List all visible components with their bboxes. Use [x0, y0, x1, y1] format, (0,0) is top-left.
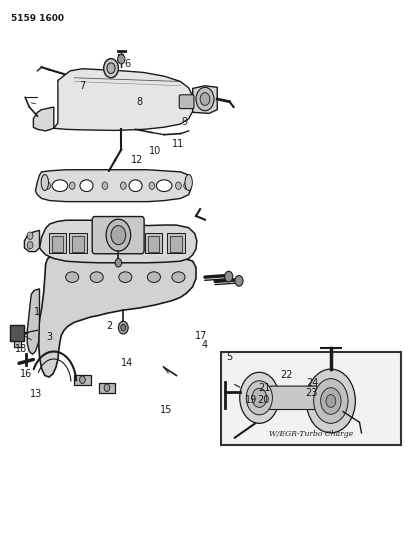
Circle shape — [183, 182, 189, 189]
Text: 5: 5 — [226, 352, 232, 362]
Ellipse shape — [90, 272, 103, 282]
Circle shape — [196, 87, 213, 111]
Polygon shape — [27, 289, 39, 354]
Circle shape — [239, 372, 278, 423]
FancyBboxPatch shape — [179, 95, 193, 109]
Text: 8: 8 — [136, 96, 142, 107]
Text: 7: 7 — [79, 81, 85, 91]
Text: 1: 1 — [34, 306, 40, 317]
Circle shape — [306, 369, 355, 433]
Text: 16: 16 — [20, 369, 32, 379]
Ellipse shape — [41, 174, 48, 190]
Bar — [147, 236, 159, 252]
Circle shape — [79, 376, 85, 383]
Circle shape — [246, 381, 272, 415]
Bar — [10, 325, 24, 341]
Text: 17: 17 — [194, 330, 207, 341]
Bar — [99, 383, 115, 393]
Bar — [69, 233, 86, 253]
Circle shape — [45, 182, 50, 189]
Circle shape — [252, 388, 266, 407]
Ellipse shape — [171, 272, 184, 282]
Circle shape — [107, 63, 115, 74]
Text: 21: 21 — [257, 383, 270, 393]
Bar — [14, 334, 21, 348]
Bar — [49, 233, 66, 253]
Bar — [220, 352, 400, 445]
Circle shape — [106, 219, 130, 251]
Ellipse shape — [156, 180, 171, 191]
Text: 24: 24 — [305, 378, 317, 389]
Circle shape — [224, 271, 232, 282]
Text: 3: 3 — [46, 332, 52, 342]
Bar — [170, 236, 181, 252]
Ellipse shape — [65, 272, 79, 282]
Bar — [74, 375, 90, 385]
Polygon shape — [24, 230, 39, 252]
Circle shape — [325, 394, 335, 407]
Circle shape — [234, 276, 243, 286]
Text: 5159 1600: 5159 1600 — [11, 14, 64, 23]
Text: 11: 11 — [172, 139, 184, 149]
Polygon shape — [54, 69, 192, 131]
Text: 9: 9 — [181, 117, 187, 127]
Circle shape — [313, 378, 347, 423]
Circle shape — [104, 384, 110, 391]
Circle shape — [200, 93, 209, 106]
Circle shape — [115, 259, 121, 267]
Ellipse shape — [129, 180, 142, 191]
Text: 14: 14 — [121, 358, 133, 368]
Text: 22: 22 — [280, 370, 292, 381]
Text: 4: 4 — [202, 340, 207, 350]
Circle shape — [27, 241, 33, 249]
Bar — [144, 233, 162, 253]
Ellipse shape — [147, 272, 160, 282]
Text: 15: 15 — [160, 405, 172, 415]
Bar — [72, 236, 83, 252]
Circle shape — [69, 182, 75, 189]
Text: 19: 19 — [245, 395, 257, 406]
Text: W/EGR-Turbo Charge: W/EGR-Turbo Charge — [268, 430, 352, 438]
FancyBboxPatch shape — [92, 216, 144, 254]
FancyBboxPatch shape — [268, 386, 317, 409]
Polygon shape — [39, 220, 196, 263]
Circle shape — [118, 321, 128, 334]
Circle shape — [27, 232, 33, 239]
Circle shape — [111, 225, 126, 245]
Ellipse shape — [119, 272, 132, 282]
Ellipse shape — [52, 180, 67, 191]
Text: 6: 6 — [124, 60, 130, 69]
Text: 13: 13 — [30, 389, 42, 399]
Bar — [52, 236, 63, 252]
Circle shape — [117, 54, 125, 64]
Text: 2: 2 — [106, 321, 112, 331]
Ellipse shape — [80, 180, 93, 191]
Bar — [167, 233, 184, 253]
Polygon shape — [192, 86, 217, 114]
Circle shape — [148, 182, 154, 189]
Circle shape — [102, 182, 108, 189]
Circle shape — [320, 387, 340, 414]
Circle shape — [121, 325, 126, 331]
Text: 18: 18 — [15, 344, 27, 354]
Ellipse shape — [184, 174, 192, 190]
Polygon shape — [33, 107, 54, 131]
Text: 10: 10 — [148, 146, 161, 156]
Text: 23: 23 — [304, 388, 317, 398]
Circle shape — [120, 182, 126, 189]
Polygon shape — [35, 169, 190, 201]
Text: 20: 20 — [256, 395, 269, 406]
Polygon shape — [38, 253, 196, 377]
Text: 12: 12 — [131, 155, 144, 165]
Circle shape — [103, 59, 118, 78]
Circle shape — [175, 182, 181, 189]
